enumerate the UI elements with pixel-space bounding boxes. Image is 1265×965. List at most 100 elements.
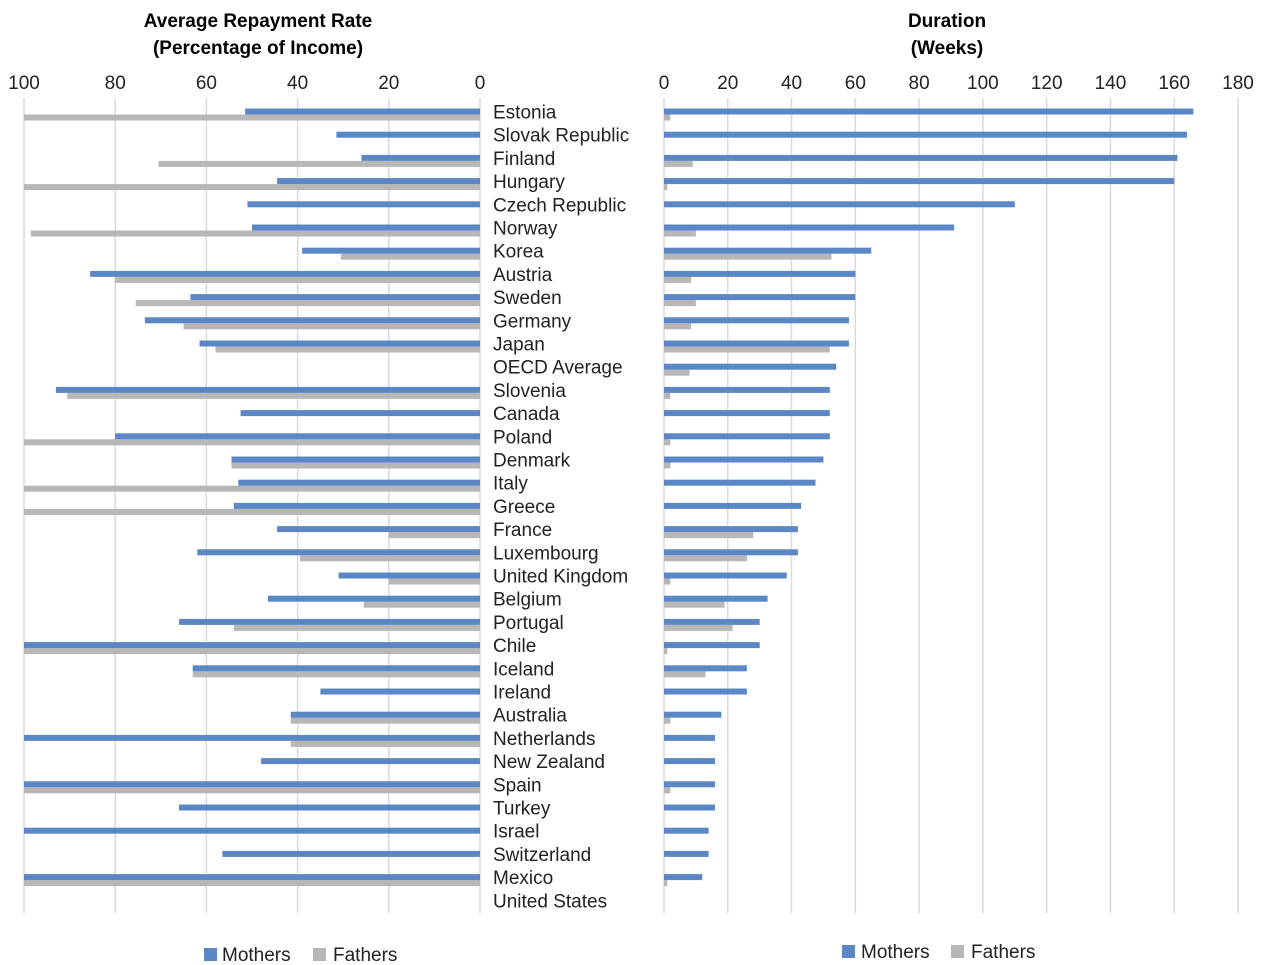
right-bar-mothers xyxy=(664,711,722,718)
left-bar-mothers xyxy=(238,479,480,486)
country-label: Denmark xyxy=(493,451,571,472)
right-bar-mothers xyxy=(664,781,716,788)
country-label: Australia xyxy=(493,706,567,727)
country-label: Netherlands xyxy=(493,729,595,750)
left-bar-mothers xyxy=(320,688,480,695)
left-bar-mothers xyxy=(240,410,480,417)
country-label: Hungary xyxy=(493,172,565,193)
left-bar-fathers xyxy=(231,462,480,469)
left-bar-mothers xyxy=(245,108,480,115)
right-bar-fathers xyxy=(664,253,832,260)
country-label: United States xyxy=(493,891,607,912)
left-chart-x-axis-ticks: 100 80 60 40 20 0 xyxy=(8,73,485,94)
right-chart-title: Duration (Weeks) xyxy=(908,11,986,59)
left-bar-mothers xyxy=(338,572,480,579)
left-bar-mothers xyxy=(190,294,480,301)
country-label: United Kingdom xyxy=(493,567,628,588)
country-label: Switzerland xyxy=(493,845,591,866)
country-label: Spain xyxy=(493,775,542,796)
left-bar-fathers xyxy=(183,323,480,330)
country-label: Austria xyxy=(493,265,553,286)
country-label: Norway xyxy=(493,219,558,240)
left-bar-fathers xyxy=(24,787,480,794)
left-bar-mothers xyxy=(302,247,480,254)
left-bar-fathers xyxy=(290,740,480,747)
left-bar-fathers xyxy=(115,276,480,283)
right-bar-mothers xyxy=(664,363,837,370)
right-bar-mothers xyxy=(664,874,703,881)
left-bar-mothers xyxy=(290,711,480,718)
left-bar-mothers xyxy=(24,734,480,741)
right-bar-fathers xyxy=(664,624,733,631)
left-bar-fathers xyxy=(24,508,480,515)
right-x-tick-label: 100 xyxy=(967,73,999,94)
right-bar-mothers xyxy=(664,618,760,625)
left-x-tick-label: 40 xyxy=(287,73,308,94)
right-bar-mothers xyxy=(664,526,798,533)
right-x-tick-label: 180 xyxy=(1222,73,1254,94)
right-x-tick-label: 60 xyxy=(845,73,866,94)
left-bar-mothers xyxy=(192,665,480,672)
right-chart-bars xyxy=(664,108,1194,887)
right-bar-fathers xyxy=(664,648,668,655)
left-chart-title: Average Repayment Rate (Percentage of In… xyxy=(144,11,372,59)
right-chart-title-line-1: Duration xyxy=(908,11,986,32)
right-bar-mothers xyxy=(664,734,716,741)
right-x-tick-label: 40 xyxy=(781,73,802,94)
left-bar-fathers xyxy=(24,184,480,191)
left-x-tick-label: 60 xyxy=(196,73,217,94)
right-x-tick-label: 20 xyxy=(717,73,738,94)
left-bar-mothers xyxy=(24,874,480,881)
left-x-tick-label: 20 xyxy=(378,73,399,94)
country-label: Slovenia xyxy=(493,381,566,402)
right-chart-title-line-2: (Weeks) xyxy=(911,38,984,59)
right-x-tick-label: 160 xyxy=(1158,73,1190,94)
right-bar-mothers xyxy=(664,178,1175,185)
left-bar-fathers xyxy=(24,439,480,446)
right-bar-fathers xyxy=(664,392,671,399)
left-bar-mothers xyxy=(55,386,481,393)
left-legend-mothers-swatch xyxy=(204,948,217,961)
left-bar-mothers xyxy=(336,131,480,138)
right-legend-mothers-label: Mothers xyxy=(861,942,930,963)
left-bar-fathers xyxy=(299,555,480,562)
right-bar-mothers xyxy=(664,294,856,301)
country-label: OECD Average xyxy=(493,358,623,379)
left-bar-fathers xyxy=(158,160,480,167)
left-bar-fathers xyxy=(290,717,480,724)
left-bar-fathers xyxy=(215,346,480,353)
left-bar-mothers xyxy=(231,456,480,463)
right-bar-mothers xyxy=(664,502,802,509)
left-bar-mothers xyxy=(222,850,481,857)
left-bar-fathers xyxy=(135,300,480,307)
right-bar-fathers xyxy=(664,717,671,724)
right-bar-mothers xyxy=(664,595,768,602)
right-bar-mothers xyxy=(664,340,849,347)
right-bar-fathers xyxy=(664,671,706,678)
country-label: Mexico xyxy=(493,868,553,889)
country-label: Iceland xyxy=(493,659,554,680)
left-bar-mothers xyxy=(24,827,480,834)
country-label: Germany xyxy=(493,311,572,332)
right-legend-fathers-swatch xyxy=(951,945,964,958)
right-bar-mothers xyxy=(664,201,1015,208)
left-x-tick-label: 100 xyxy=(8,73,40,94)
left-bar-fathers xyxy=(388,578,480,585)
left-bar-mothers xyxy=(197,549,480,556)
country-label: Korea xyxy=(493,242,544,263)
right-bar-fathers xyxy=(664,323,692,330)
right-bar-fathers xyxy=(664,439,671,446)
left-bar-fathers xyxy=(30,230,481,237)
right-bar-fathers xyxy=(664,114,671,121)
right-bar-fathers xyxy=(664,184,668,191)
left-bar-fathers xyxy=(363,601,480,608)
left-bar-mothers xyxy=(179,804,481,811)
right-bar-mothers xyxy=(664,549,798,556)
right-bar-fathers xyxy=(664,578,671,585)
right-bar-mothers xyxy=(664,827,709,834)
right-chart-legend: Mothers Fathers xyxy=(842,942,1035,963)
left-bar-mothers xyxy=(277,178,480,185)
right-legend-mothers-swatch xyxy=(842,945,855,958)
country-label: Japan xyxy=(493,335,545,356)
country-label: Turkey xyxy=(493,799,551,820)
